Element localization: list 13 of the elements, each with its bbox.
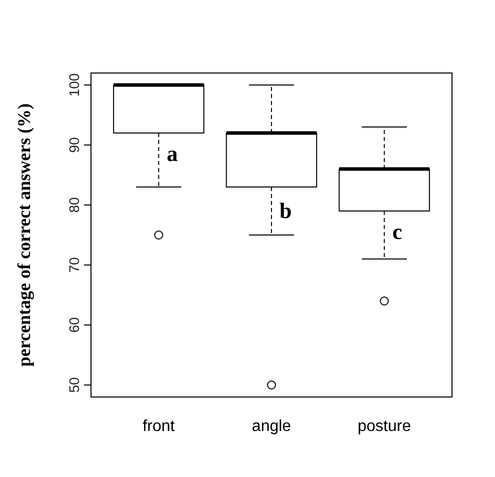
y-tick-label: 90: [66, 137, 82, 153]
y-tick-label: 70: [66, 257, 82, 273]
x-tick-label: front: [142, 418, 176, 435]
y-tick-label: 60: [66, 317, 82, 333]
y-tick-label: 80: [66, 197, 82, 213]
annotation: c: [392, 219, 402, 244]
annotation: a: [166, 141, 178, 166]
y-tick-label: 100: [66, 73, 82, 97]
annotation: b: [280, 198, 292, 223]
y-tick-label: 50: [66, 377, 82, 393]
y-axis-title: percentage of correct answers (%): [14, 103, 34, 367]
x-tick-label: angle: [252, 418, 292, 435]
x-tick-label: posture: [358, 418, 412, 435]
